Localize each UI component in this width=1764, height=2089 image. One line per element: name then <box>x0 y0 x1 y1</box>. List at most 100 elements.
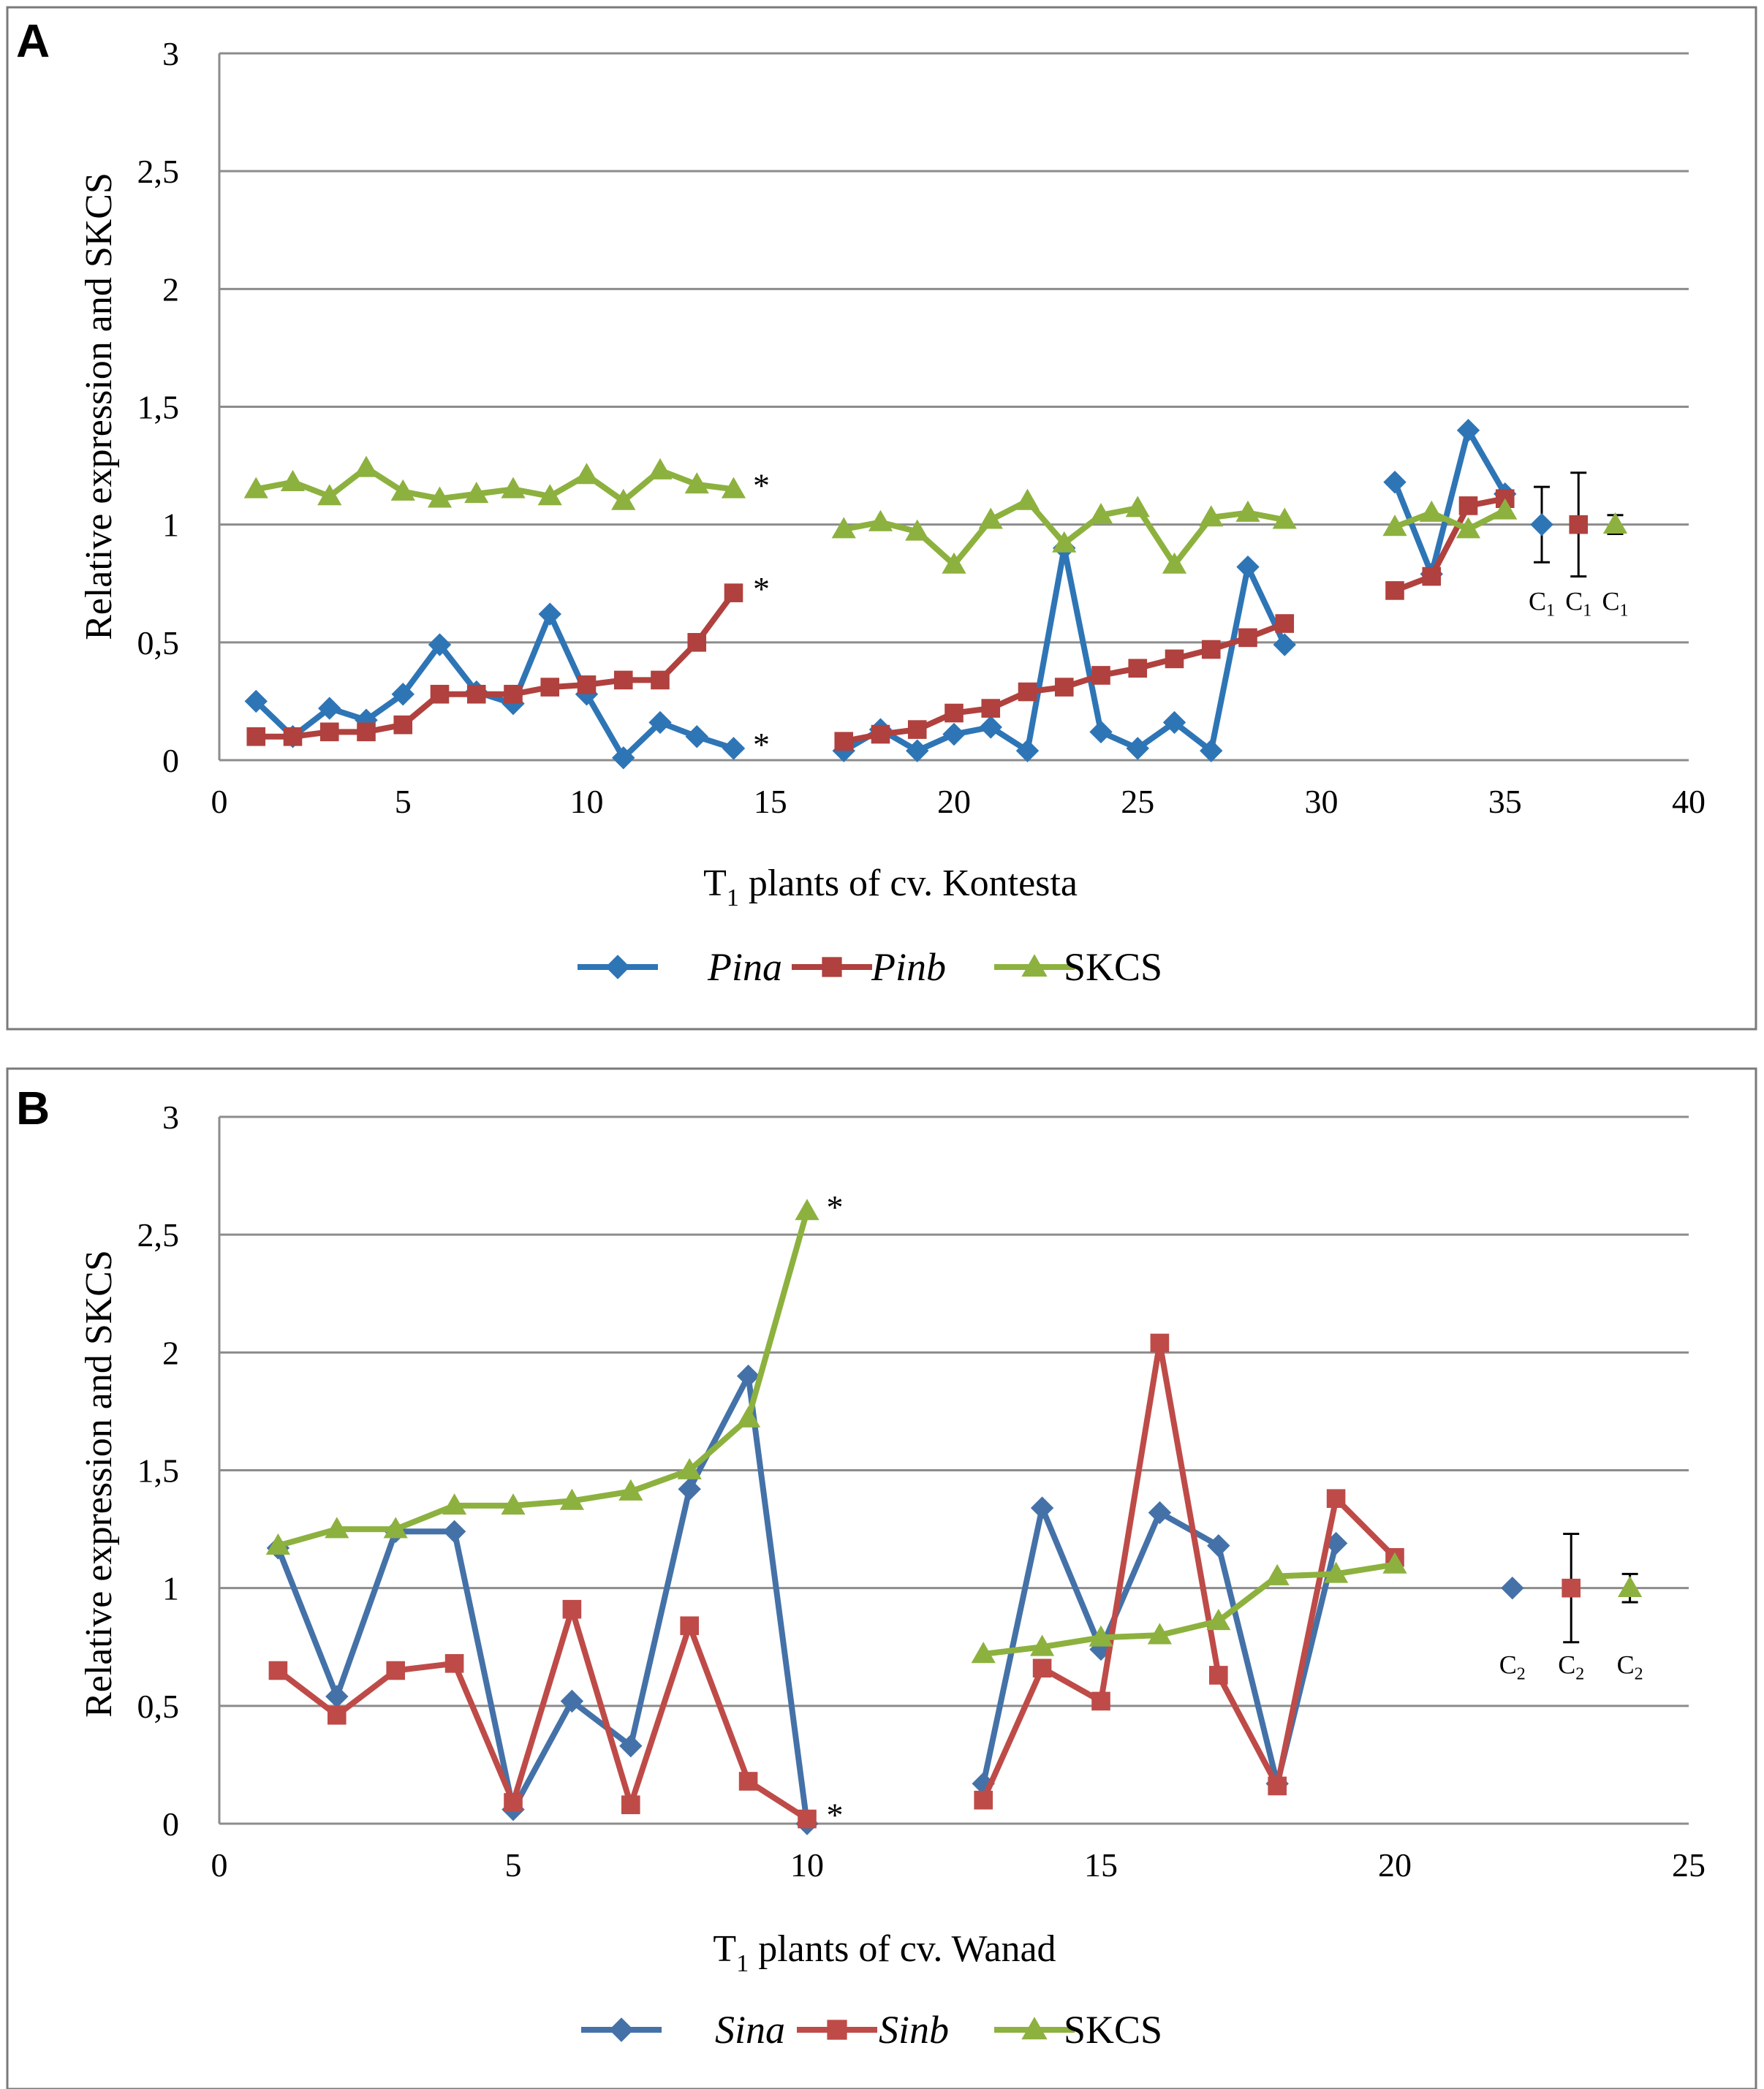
legend-marker <box>609 2017 634 2042</box>
data-point <box>1018 682 1037 702</box>
y-tick-label: 3 <box>162 35 179 72</box>
series-line <box>275 1373 810 1824</box>
x-axis-title-sub: 1 <box>727 884 739 911</box>
significance-asterisk: * <box>753 466 770 504</box>
data-point <box>1054 678 1074 697</box>
data-point <box>735 1406 761 1428</box>
data-point <box>1089 720 1113 744</box>
data-point <box>648 458 673 479</box>
data-point <box>618 1479 643 1501</box>
data-point <box>577 675 597 694</box>
data-point <box>680 1616 700 1636</box>
data-point <box>721 477 746 498</box>
series-skcs: C2 <box>265 1199 1643 1684</box>
data-point <box>243 477 268 498</box>
data-point <box>1206 1609 1231 1631</box>
data-point <box>442 1520 466 1544</box>
control-label-main: C <box>1617 1650 1635 1680</box>
data-point <box>613 670 633 690</box>
data-point <box>386 1661 406 1680</box>
series-line <box>277 1210 810 1549</box>
panel-frame <box>6 1067 1757 2089</box>
data-point <box>981 699 1001 718</box>
data-point <box>1030 1496 1054 1520</box>
data-point <box>1493 498 1518 520</box>
series-line <box>1393 507 1507 533</box>
data-point <box>1032 1658 1052 1678</box>
data-point <box>318 697 341 720</box>
data-point <box>724 583 743 602</box>
data-point <box>945 703 964 723</box>
data-point <box>246 727 266 746</box>
data-point <box>831 517 856 539</box>
data-point <box>1126 737 1149 760</box>
data-point <box>1238 628 1257 648</box>
x-tick-label: 15 <box>1084 1846 1118 1884</box>
series-line <box>980 1340 1397 1802</box>
data-point <box>834 732 854 751</box>
data-point <box>798 1809 817 1829</box>
data-point <box>678 1477 701 1501</box>
control-label: C1 <box>1529 587 1555 621</box>
y-tick-label: 1,5 <box>137 1452 180 1490</box>
y-tick-label: 2,5 <box>137 1216 180 1254</box>
data-point <box>1235 500 1260 522</box>
data-point <box>328 1705 347 1725</box>
x-tick-label: 5 <box>395 783 412 820</box>
significance-asterisk: * <box>753 726 770 763</box>
x-tick-label: 35 <box>1488 783 1522 820</box>
chart-panel-b: B 0 0,5 1 1,5 2 2,5 3 0 5 10 15 20 25 Relative express… <box>6 1067 1757 2089</box>
data-point <box>504 1793 523 1812</box>
data-point <box>444 1654 464 1673</box>
x-axis-title-rest: plants of cv. Kontesta <box>739 862 1078 904</box>
data-point <box>619 1734 643 1758</box>
x-axis-title-rest: plants of cv. Wanad <box>749 1928 1056 1970</box>
y-tick-label: 0 <box>162 1805 179 1843</box>
data-point <box>265 1533 291 1555</box>
x-axis-title-main: T <box>713 1928 736 1970</box>
data-point <box>560 1689 584 1713</box>
significance-asterisk: * <box>827 1188 844 1226</box>
control-point <box>1569 515 1589 534</box>
data-point <box>1385 581 1404 600</box>
data-point <box>868 509 893 531</box>
x-tick-label: 20 <box>1378 1846 1412 1884</box>
y-tick-label: 3 <box>162 1099 179 1136</box>
data-point <box>383 1517 408 1539</box>
control-label-main: C <box>1499 1650 1517 1680</box>
y-tick-label: 0,5 <box>137 624 180 661</box>
data-point <box>1200 739 1223 762</box>
y-tick-label: 2 <box>162 270 179 308</box>
data-point <box>464 482 489 504</box>
legend: Sina Sinb SKCS <box>581 2008 1162 2052</box>
control-label: C2 <box>1499 1650 1526 1684</box>
legend-label: Pinb <box>871 945 946 989</box>
legend-marker <box>827 2020 847 2040</box>
data-point <box>1148 1501 1172 1525</box>
x-axis-title-main: T <box>703 862 727 904</box>
data-point <box>319 722 339 742</box>
data-point <box>621 1795 640 1815</box>
legend-label: SKCS <box>1064 2008 1162 2052</box>
data-point <box>979 716 1002 739</box>
control-label: C1 <box>1565 587 1591 621</box>
data-point <box>1150 1333 1170 1353</box>
control-label-main: C <box>1529 587 1546 616</box>
data-point <box>978 507 1003 529</box>
x-tick-label: 10 <box>570 783 604 820</box>
data-point <box>317 484 342 506</box>
data-point <box>244 689 268 713</box>
data-point <box>1268 1776 1287 1796</box>
data-point <box>677 1457 702 1479</box>
data-point <box>651 670 670 690</box>
control-label-main: C <box>1565 587 1583 616</box>
series-sinb: C2 <box>268 1333 1584 1829</box>
y-tick-label: 2 <box>162 1334 179 1371</box>
data-point <box>427 486 453 508</box>
x-tick-label: 15 <box>754 783 787 820</box>
data-point <box>1015 488 1040 510</box>
data-point <box>562 1599 582 1619</box>
data-point <box>504 684 523 704</box>
data-point <box>1326 1489 1346 1508</box>
